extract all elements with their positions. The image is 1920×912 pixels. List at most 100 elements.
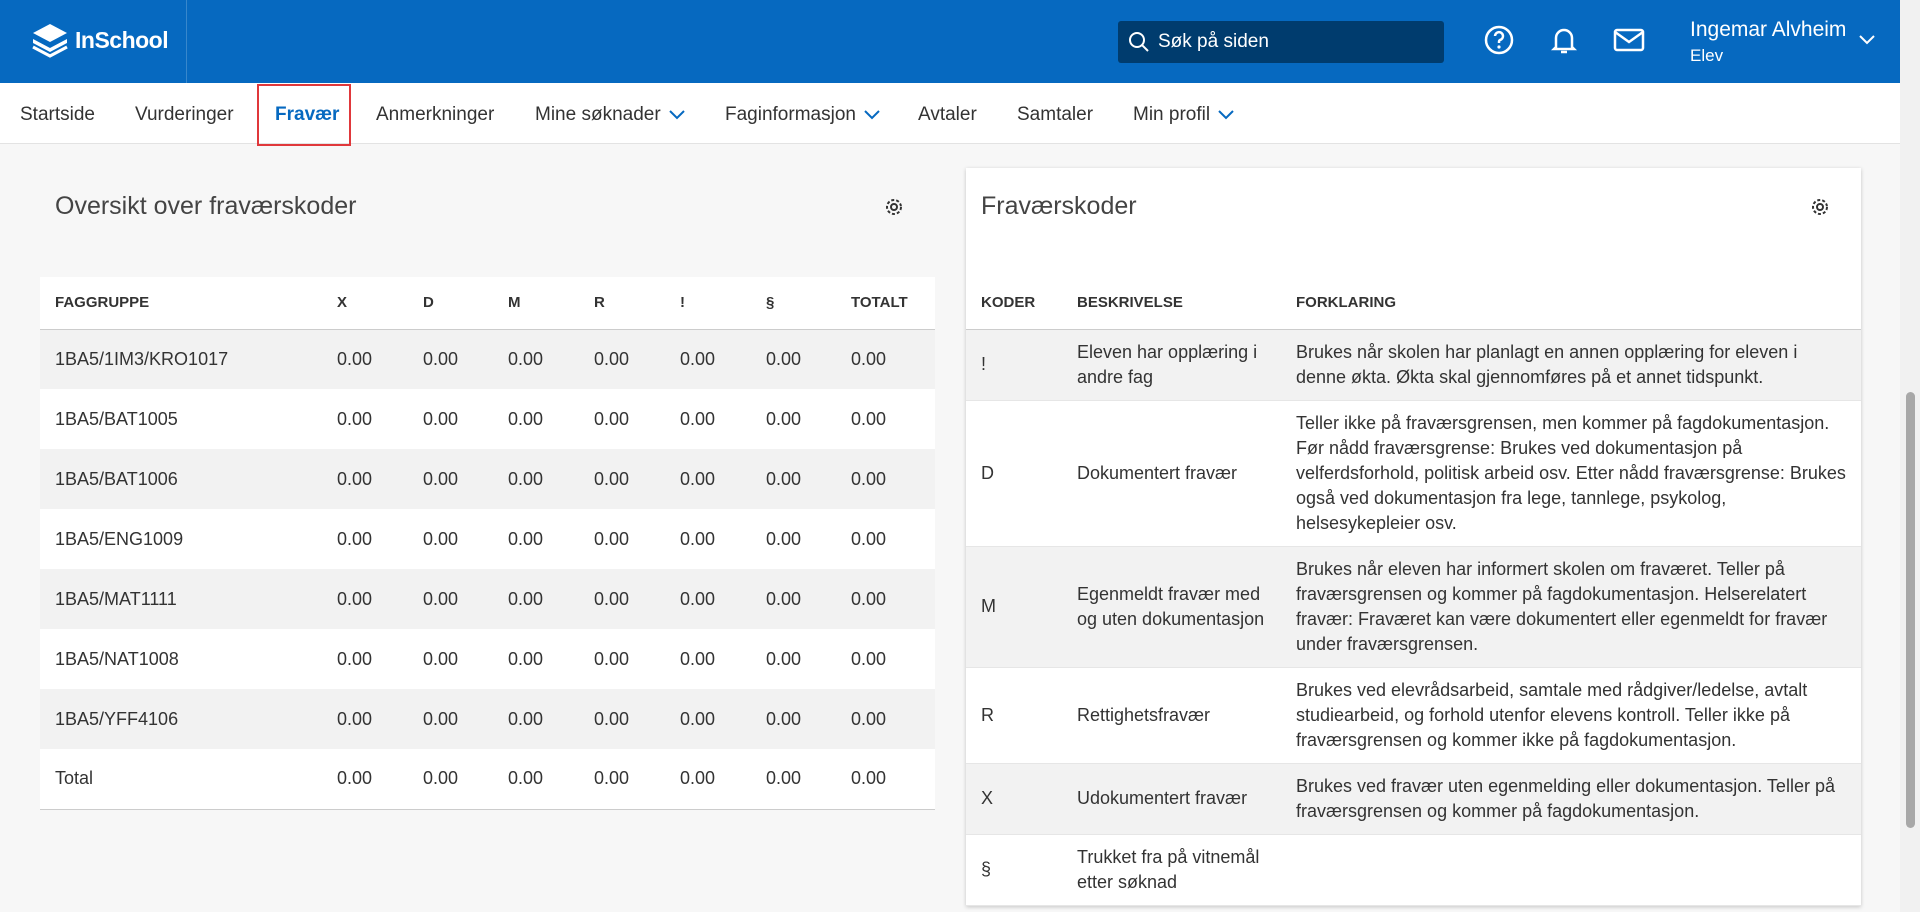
nav-item[interactable]: Samtaler	[1017, 104, 1093, 126]
column-header: M	[493, 277, 579, 330]
table-cell: 1BA5/NAT1008	[40, 629, 322, 689]
table-cell: 0.00	[579, 569, 665, 629]
table-cell: Udokumentert fravær	[1062, 763, 1281, 835]
nav-label: Faginformasjon	[725, 104, 856, 125]
table-cell: 0.00	[579, 629, 665, 689]
column-header: FORKLARING	[1281, 277, 1861, 330]
table-cell: Brukes ved fravær uten egenmelding eller…	[1281, 763, 1861, 835]
column-header: !	[665, 277, 751, 330]
table-cell: 0.00	[408, 329, 493, 389]
table-cell: 1BA5/BAT1005	[40, 389, 322, 449]
table-row: 1BA5/1IM3/KRO1017 0.00 0.00 0.00 0.00 0.00 0.0…	[40, 329, 935, 389]
column-header: KODER	[966, 277, 1062, 330]
table-cell: 0.00	[322, 509, 408, 569]
table-cell: 0.00	[836, 689, 935, 749]
notification-icon[interactable]	[1548, 24, 1580, 56]
table-cell	[1281, 834, 1861, 906]
column-header: R	[579, 277, 665, 330]
table-cell: 0.00	[665, 749, 751, 810]
user-name[interactable]: Ingemar Alvheim	[1690, 18, 1847, 41]
active-highlight	[257, 84, 351, 146]
column-header: D	[408, 277, 493, 330]
table-cell: Teller ikke på fraværsgrensen, men komme…	[1281, 400, 1861, 547]
settings-icon[interactable]	[883, 196, 905, 218]
table-cell: 0.00	[751, 749, 836, 810]
search-box[interactable]: Søk på siden	[1118, 21, 1444, 63]
help-icon[interactable]	[1483, 24, 1515, 56]
divider	[186, 0, 187, 83]
table-cell: 0.00	[751, 389, 836, 449]
nav-label: Anmerkninger	[376, 104, 495, 125]
table-cell: Rettighetsfravær	[1062, 667, 1281, 764]
nav-label: Avtaler	[918, 104, 977, 125]
table-cell: 0.00	[579, 749, 665, 810]
table-row: 1BA5/BAT1005 0.00 0.00 0.00 0.00 0.00 0.00 0.00	[40, 389, 935, 449]
table-cell: 0.00	[493, 389, 579, 449]
nav-item[interactable]: Avtaler	[918, 104, 977, 126]
table-cell: 0.00	[836, 569, 935, 629]
panel-title: Fraværskoder	[981, 192, 1137, 220]
table-cell: Trukket fra på vitnemål etter søknad	[1062, 834, 1281, 906]
panel-title: Oversikt over fraværskoder	[55, 192, 357, 220]
table-cell: 0.00	[665, 509, 751, 569]
nav-item[interactable]: Startside	[20, 104, 95, 126]
table-row: 1BA5/ENG1009 0.00 0.00 0.00 0.00 0.00 0.00 0.00	[40, 509, 935, 569]
search-placeholder: Søk på siden	[1158, 31, 1269, 52]
table-cell: 1BA5/BAT1006	[40, 449, 322, 509]
table-cell: 0.00	[408, 389, 493, 449]
user-menu-chevron[interactable]	[1858, 34, 1876, 46]
table-cell: !	[966, 329, 1062, 401]
table-row: § Trukket fra på vitnemål etter søknad	[966, 834, 1861, 906]
table-cell: 0.00	[579, 689, 665, 749]
table-row: 1BA5/MAT1111 0.00 0.00 0.00 0.00 0.00 0.00 0.00	[40, 569, 935, 629]
table-cell: Egenmeldt fravær med og uten dokumentasj…	[1062, 546, 1281, 668]
table-cell: 0.00	[322, 629, 408, 689]
table-cell: 0.00	[408, 689, 493, 749]
nav-item[interactable]: Min profil	[1133, 104, 1234, 126]
table-cell: 0.00	[751, 689, 836, 749]
table-cell: Total	[40, 749, 322, 810]
table-cell: R	[966, 667, 1062, 764]
table-cell: X	[966, 763, 1062, 835]
table-cell: 0.00	[579, 329, 665, 389]
nav-item[interactable]: Faginformasjon	[725, 104, 880, 126]
table-cell: 0.00	[665, 449, 751, 509]
nav-item[interactable]: Vurderinger	[135, 104, 234, 126]
table-cell: 0.00	[322, 569, 408, 629]
column-header: FAGGRUPPE	[40, 277, 322, 330]
table-cell: 0.00	[322, 449, 408, 509]
table-cell: 0.00	[322, 329, 408, 389]
table-cell: D	[966, 400, 1062, 547]
table-cell: 0.00	[665, 629, 751, 689]
table-cell: 0.00	[751, 509, 836, 569]
column-header: X	[322, 277, 408, 330]
table-cell: Dokumentert fravær	[1062, 400, 1281, 547]
mail-icon[interactable]	[1612, 24, 1646, 56]
column-header: BESKRIVELSE	[1062, 277, 1281, 330]
table-cell: 0.00	[408, 569, 493, 629]
settings-icon[interactable]	[1809, 196, 1831, 218]
table-cell: 1BA5/ENG1009	[40, 509, 322, 569]
nav-item[interactable]: Fravær	[275, 104, 339, 126]
nav-label: Min profil	[1133, 104, 1211, 125]
scrollbar-thumb[interactable]	[1906, 392, 1915, 828]
table-cell: 0.00	[836, 389, 935, 449]
table-cell: 0.00	[665, 389, 751, 449]
nav-item[interactable]: Mine søknader	[535, 104, 685, 126]
table-cell: M	[966, 546, 1062, 668]
table-cell: 0.00	[322, 389, 408, 449]
table-cell: 0.00	[836, 329, 935, 389]
table-cell: 0.00	[665, 329, 751, 389]
table-row: D Dokumentert fravær Teller ikke på fravær…	[966, 400, 1861, 547]
logo[interactable]: InSchool	[31, 22, 169, 58]
table-cell: 0.00	[751, 449, 836, 509]
table-cell: 0.00	[579, 449, 665, 509]
table-cell: 1BA5/MAT1111	[40, 569, 322, 629]
table-row: X Udokumentert fravær Brukes ved fravær ut…	[966, 763, 1861, 835]
column-header: §	[751, 277, 836, 330]
table-cell: 0.00	[408, 449, 493, 509]
nav-item[interactable]: Anmerkninger	[376, 104, 494, 126]
table-cell: 0.00	[493, 569, 579, 629]
nav-label: Startside	[20, 104, 95, 125]
